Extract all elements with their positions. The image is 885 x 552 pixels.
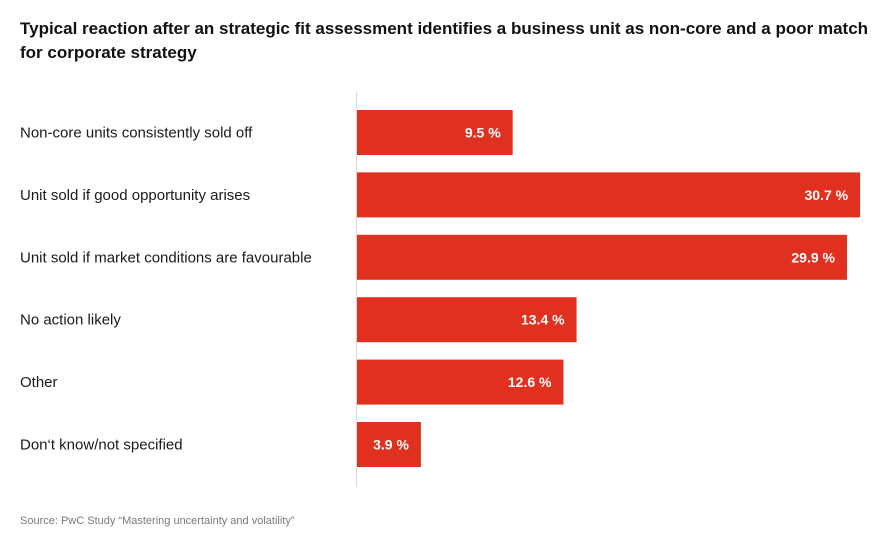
value-label: 9.5 % xyxy=(465,125,501,141)
category-label: Unit sold if good opportunity arises xyxy=(20,187,250,204)
value-label: 13.4 % xyxy=(521,312,565,328)
category-label: No action likely xyxy=(20,312,121,329)
value-label: 29.9 % xyxy=(791,249,835,265)
category-label: Non-core units consistently sold off xyxy=(20,125,253,142)
value-label: 3.9 % xyxy=(373,437,409,453)
category-label: Other xyxy=(20,374,58,391)
bar xyxy=(357,422,421,467)
category-label: Unit sold if market conditions are favou… xyxy=(20,249,312,266)
bar xyxy=(357,359,564,405)
bar xyxy=(357,297,577,343)
source-note: Source: PwC Study “Mastering uncertainty… xyxy=(20,515,295,527)
value-label: 30.7 % xyxy=(804,187,848,203)
bar xyxy=(357,234,847,280)
bar xyxy=(357,172,861,218)
category-label: Don‘t know/not specified xyxy=(20,437,183,454)
chart-title: Typical reaction after an strategic fit … xyxy=(20,19,869,62)
value-label: 12.6 % xyxy=(508,374,552,390)
bar xyxy=(357,110,513,155)
